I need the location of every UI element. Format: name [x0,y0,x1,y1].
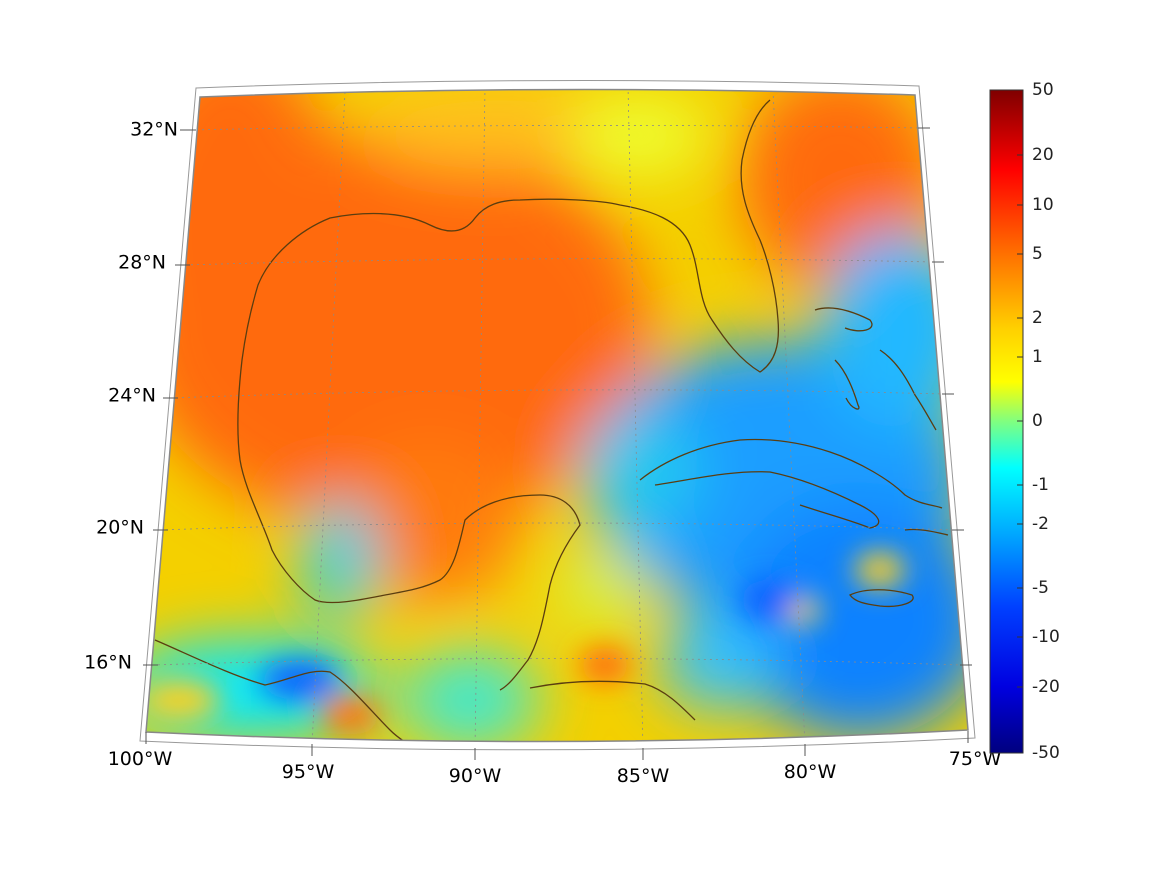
lon-labels: 100°W 95°W 90°W 85°W 80°W 75°W [108,748,1002,787]
coastlines [154,99,949,742]
colorbar-label: -50 [1032,743,1060,763]
lon-label: 90°W [449,765,502,787]
data-field [146,89,968,742]
lon-label: 95°W [282,761,335,783]
colorbar-label: -10 [1032,627,1060,647]
colorbar-label: -5 [1032,578,1049,598]
lat-label: 32°N [130,119,178,141]
lat-label: 28°N [118,252,166,274]
lon-label: 100°W [108,748,173,770]
colorbar-label: 2 [1032,308,1043,328]
map-outer-frame [139,79,976,751]
lat-labels: 32°N 28°N 24°N 20°N 16°N [84,119,178,674]
graticule [151,89,963,742]
colorbar-label: 5 [1032,244,1043,264]
lat-label: 20°N [96,517,144,539]
lon-label: 80°W [784,761,837,783]
colorbar-label: 50 [1032,80,1054,100]
colorbar-label: -1 [1032,475,1049,495]
colorbar-label: -20 [1032,677,1060,697]
frame-ticks [143,127,972,760]
lat-label: 24°N [108,385,156,407]
colorbar-label: 20 [1032,145,1054,165]
colorbar-label: 10 [1032,195,1054,215]
lat-label: 16°N [84,652,132,674]
colorbar: 50 20 10 5 2 1 0 -1 -2 -5 -10 -20 -50 [989,80,1060,763]
map-frame [145,88,969,743]
lon-label: 85°W [617,765,670,787]
lon-label: 75°W [949,748,1002,770]
colorbar-label: 1 [1032,347,1043,367]
colorbar-label: 0 [1032,411,1043,431]
colorbar-ticks [1017,154,1023,688]
colorbar-label: -2 [1032,514,1049,534]
